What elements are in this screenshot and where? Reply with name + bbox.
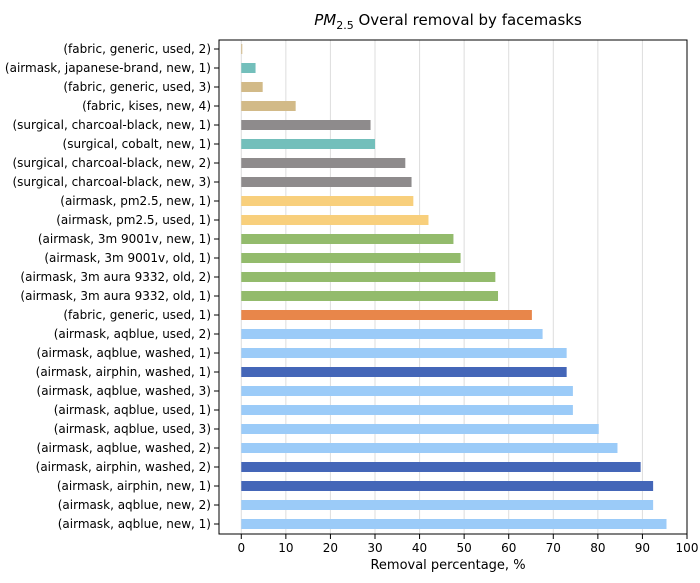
- bar-0: [241, 44, 243, 54]
- y-tick-label-13: (airmask, 3m aura 9332, old, 1): [20, 289, 211, 303]
- y-tick-label-10: (airmask, 3m 9001v, new, 1): [38, 232, 211, 246]
- x-tick-label-50: 50: [457, 541, 472, 555]
- bar-20: [241, 424, 599, 434]
- bar-4: [241, 120, 371, 130]
- bar-7: [241, 177, 412, 187]
- grid-lines: [240, 40, 688, 534]
- bar-5: [241, 139, 375, 149]
- x-tick-label-40: 40: [412, 541, 427, 555]
- x-tick-label-100: 100: [676, 541, 699, 555]
- bar-9: [241, 215, 429, 225]
- bar-3: [241, 101, 296, 111]
- y-tick-label-23: (airmask, airphin, new, 1): [57, 479, 211, 493]
- bar-1: [241, 63, 256, 73]
- y-tick-label-16: (airmask, aqblue, washed, 1): [37, 346, 211, 360]
- y-axis: (fabric, generic, used, 2) (airmask, japa…: [5, 42, 219, 531]
- y-tick-label-1: (airmask, japanese-brand, new, 1): [5, 61, 211, 75]
- bar-12: [241, 272, 496, 282]
- x-tick-label-20: 20: [323, 541, 338, 555]
- y-tick-label-9: (airmask, pm2.5, used, 1): [56, 213, 211, 227]
- bar-11: [241, 253, 461, 263]
- x-axis: 0 10 20 30 40 50 60 70 80 90 100: [237, 534, 698, 555]
- y-tick-label-24: (airmask, aqblue, new, 2): [58, 498, 211, 512]
- y-tick-label-17: (airmask, airphin, washed, 1): [36, 365, 211, 379]
- x-axis-title: Removal percentage, %: [370, 558, 525, 573]
- title-rest: Overal removal by facemasks: [354, 11, 582, 29]
- bar-24: [241, 500, 654, 510]
- x-tick-label-10: 10: [278, 541, 293, 555]
- x-tick-label-60: 60: [501, 541, 516, 555]
- y-tick-label-20: (airmask, aqblue, used, 3): [54, 422, 211, 436]
- bar-18: [241, 386, 573, 396]
- bar-15: [241, 329, 543, 339]
- plot-frame: [218, 39, 688, 535]
- bar-2: [241, 82, 263, 92]
- x-tick-label-0: 0: [237, 541, 245, 555]
- y-tick-label-18: (airmask, aqblue, washed, 3): [37, 384, 211, 398]
- y-tick-label-11: (airmask, 3m 9001v, old, 1): [44, 251, 211, 265]
- x-tick-label-70: 70: [546, 541, 561, 555]
- y-tick-label-14: (fabric, generic, used, 1): [63, 308, 211, 322]
- y-tick-label-4: (surgical, charcoal-black, new, 1): [12, 118, 211, 132]
- chart-title: PM2.5 Overal removal by facemasks: [314, 11, 582, 32]
- y-tick-label-25: (airmask, aqblue, new, 1): [58, 517, 211, 531]
- bar-16: [241, 348, 567, 358]
- bar-19: [241, 405, 573, 415]
- bar-23: [241, 481, 654, 491]
- y-tick-label-5: (surgical, cobalt, new, 1): [63, 137, 211, 151]
- bar-10: [241, 234, 454, 244]
- x-tick-label-30: 30: [367, 541, 382, 555]
- bar-13: [241, 291, 499, 301]
- bar-14: [241, 310, 532, 320]
- bar-21: [241, 443, 618, 453]
- bars: [241, 44, 667, 529]
- y-tick-label-7: (surgical, charcoal-black, new, 3): [12, 175, 211, 189]
- y-tick-label-15: (airmask, aqblue, used, 2): [54, 327, 211, 341]
- y-tick-label-8: (airmask, pm2.5, new, 1): [60, 194, 211, 208]
- y-tick-label-2: (fabric, generic, used, 3): [63, 80, 211, 94]
- bar-22: [241, 462, 641, 472]
- title-subscript: 2.5: [336, 19, 354, 32]
- y-tick-label-6: (surgical, charcoal-black, new, 2): [12, 156, 211, 170]
- bar-25: [241, 519, 667, 529]
- y-tick-label-12: (airmask, 3m aura 9332, old, 2): [20, 270, 211, 284]
- bar-17: [241, 367, 567, 377]
- bar-6: [241, 158, 406, 168]
- y-tick-label-22: (airmask, airphin, washed, 2): [36, 460, 211, 474]
- bar-8: [241, 196, 414, 206]
- y-tick-label-19: (airmask, aqblue, used, 1): [54, 403, 211, 417]
- x-tick-label-90: 90: [635, 541, 650, 555]
- title-main: PM: [314, 11, 336, 29]
- x-tick-label-80: 80: [590, 541, 605, 555]
- y-tick-label-21: (airmask, aqblue, washed, 2): [37, 441, 211, 455]
- y-tick-label-3: (fabric, kises, new, 4): [82, 99, 211, 113]
- y-tick-label-0: (fabric, generic, used, 2): [63, 42, 211, 56]
